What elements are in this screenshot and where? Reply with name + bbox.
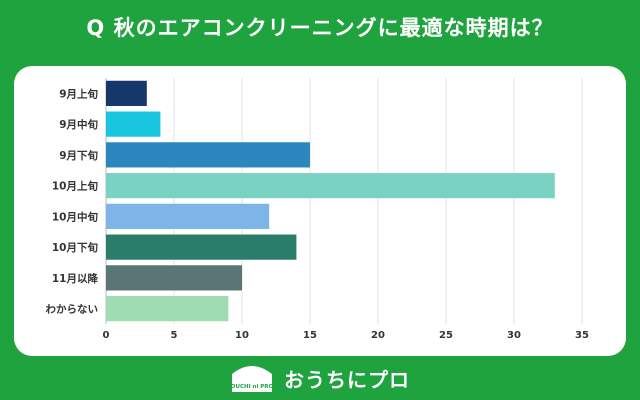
x-tick-label: 25 [439,330,453,341]
bar [106,234,297,260]
category-label: 9月上旬 [59,87,98,100]
x-tick-label: 35 [575,330,589,341]
x-tick-label: 20 [371,330,385,341]
bar [106,80,147,106]
brand-footer: OUCHI ni PRO おうちにプロ [0,360,640,396]
category-label: 9月中旬 [59,118,98,131]
category-label: わからない [46,304,99,316]
chart-card: 9月上旬 9月中旬 9月下旬 10月上旬 10月中旬 10月下旬 11月以降わからない 0 5… [14,66,626,356]
category-label: 10月中旬 [52,210,99,223]
x-tick-labels: 0 5 10 15 20 25 30 35 [103,330,589,341]
x-tick-label: 5 [171,330,178,341]
category-label: 10月上旬 [52,180,99,193]
house-logo-icon: OUCHI ni PRO [231,366,274,392]
x-tick-label: 10 [235,330,249,341]
logo-text: OUCHI ni PRO [231,384,274,390]
bars [106,80,555,322]
bar [106,111,161,137]
bar [106,296,229,322]
bar [106,142,310,168]
x-tick-label: 0 [103,330,110,341]
chart-title: Q 秋のエアコンクリーニングに最適な時期は？ [86,16,554,40]
bar [106,203,270,229]
x-tick-label: 30 [507,330,521,341]
category-label: 9月下旬 [59,149,98,162]
grid-lines [105,78,583,324]
category-label: 11月以降 [52,272,99,285]
category-label: 10月下旬 [52,241,99,254]
bar [106,265,242,291]
x-tick-label: 15 [303,330,317,341]
bar [106,173,555,199]
brand-name: おうちにプロ [284,367,410,392]
